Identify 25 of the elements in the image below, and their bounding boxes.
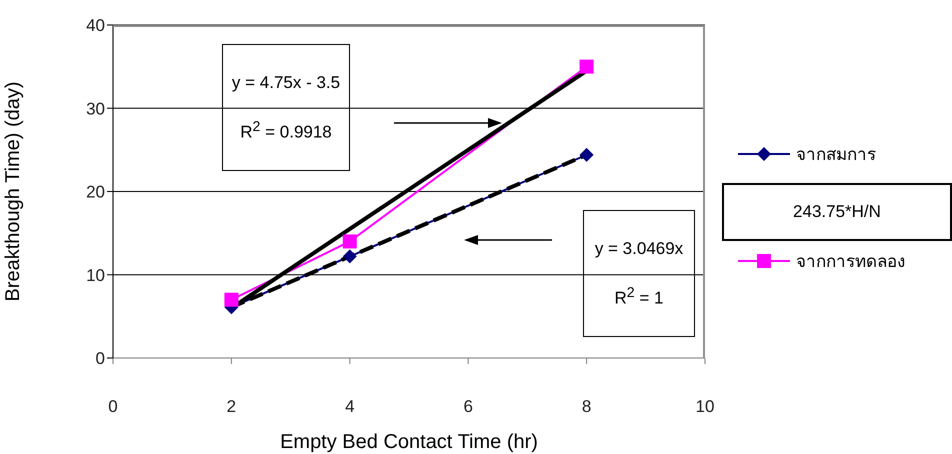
x-tick-label: 4 <box>345 397 355 416</box>
x-tick-label: 10 <box>696 397 714 416</box>
point <box>580 148 594 162</box>
annotation: R$^{2}$ = 0.9918 <box>240 118 332 142</box>
text: 243.75*H/N <box>722 183 952 241</box>
point <box>342 234 357 248</box>
x-tick-label: 0 <box>108 397 118 416</box>
x-tick-label: 6 <box>463 397 473 416</box>
y-tick-label: 0 <box>96 349 105 368</box>
y-tick-label: 40 <box>86 16 105 36</box>
annotation: y = 3.0469x <box>594 238 684 259</box>
legend-label: จากสมการ <box>796 144 876 166</box>
annotation: R$^{2}$ = 1 <box>614 284 664 308</box>
annotation: y = 4.75x - 3.5 <box>232 72 340 93</box>
y-tick-label: 10 <box>86 266 105 285</box>
y-axis-title: Breakthough Time) (day) <box>2 81 24 302</box>
y-tick-label: 20 <box>86 182 105 202</box>
point <box>342 249 357 264</box>
x-tick-label: 2 <box>226 397 236 416</box>
legend-label: จากการทดลอง <box>796 251 905 273</box>
point <box>580 60 594 74</box>
y-tick-label: 30 <box>86 99 105 118</box>
x-axis-title: Empty Bed Contact Time (hr) <box>280 431 538 453</box>
point <box>224 292 238 307</box>
x-tick-label: 8 <box>582 397 592 416</box>
